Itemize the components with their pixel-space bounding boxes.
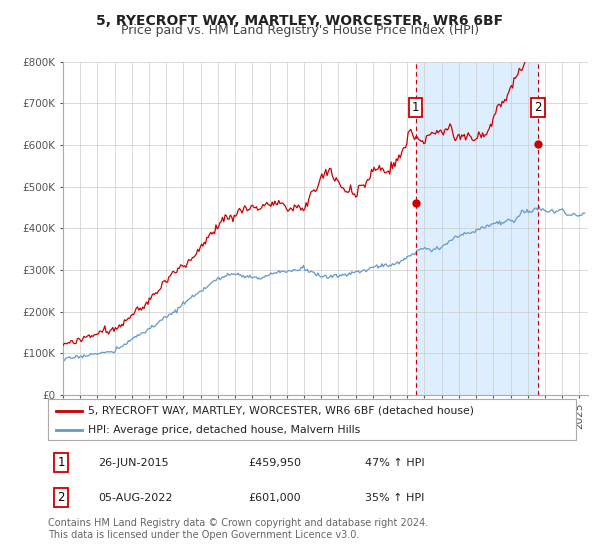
Bar: [416, 62, 538, 395]
Text: 2: 2: [534, 101, 542, 114]
Text: 05-AUG-2022: 05-AUG-2022: [98, 493, 173, 503]
FancyBboxPatch shape: [48, 399, 576, 440]
Text: Contains HM Land Registry data © Crown copyright and database right 2024.
This d: Contains HM Land Registry data © Crown c…: [48, 518, 428, 540]
Text: 5, RYECROFT WAY, MARTLEY, WORCESTER, WR6 6BF: 5, RYECROFT WAY, MARTLEY, WORCESTER, WR6…: [97, 14, 503, 28]
Text: 1: 1: [412, 101, 419, 114]
Text: 2: 2: [58, 491, 65, 505]
Text: £459,950: £459,950: [248, 458, 302, 468]
Text: £601,000: £601,000: [248, 493, 301, 503]
Text: Price paid vs. HM Land Registry's House Price Index (HPI): Price paid vs. HM Land Registry's House …: [121, 24, 479, 37]
Text: 26-JUN-2015: 26-JUN-2015: [98, 458, 169, 468]
Text: 5, RYECROFT WAY, MARTLEY, WORCESTER, WR6 6BF (detached house): 5, RYECROFT WAY, MARTLEY, WORCESTER, WR6…: [88, 405, 473, 416]
Text: 35% ↑ HPI: 35% ↑ HPI: [365, 493, 424, 503]
Text: 47% ↑ HPI: 47% ↑ HPI: [365, 458, 424, 468]
Text: 1: 1: [58, 456, 65, 469]
Text: HPI: Average price, detached house, Malvern Hills: HPI: Average price, detached house, Malv…: [88, 424, 360, 435]
